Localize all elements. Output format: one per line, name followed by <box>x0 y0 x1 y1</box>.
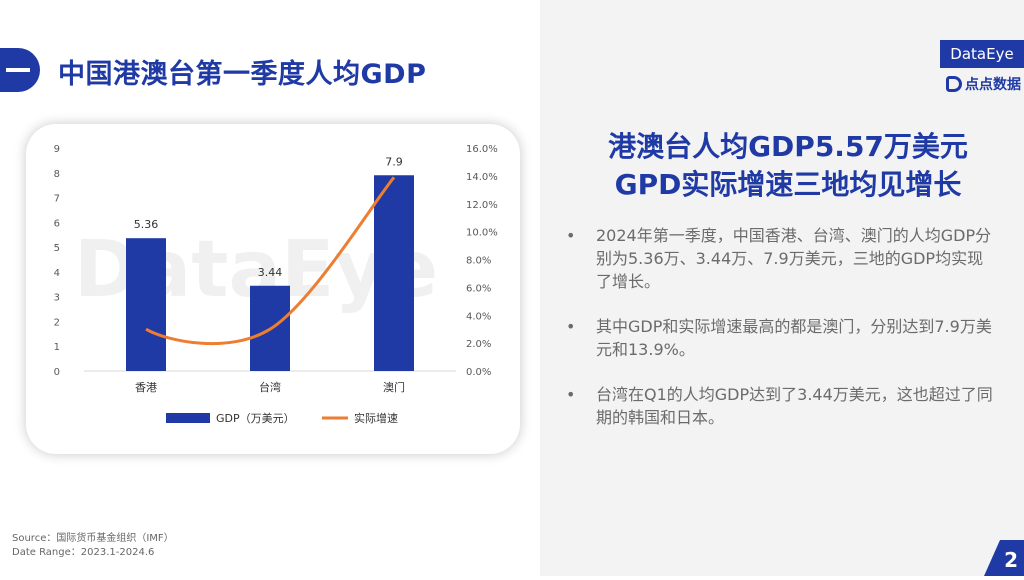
bullet-dot: • <box>566 385 576 404</box>
y-left-tick-label: 4 <box>54 268 60 279</box>
y-right-tick-label: 2.0% <box>466 339 491 350</box>
brand-sub-logo: 点点数据 <box>946 74 1021 94</box>
bar <box>126 238 166 371</box>
y-right-tick-label: 14.0% <box>466 172 498 183</box>
bullet-text: 其中GDP和实际增速最高的都是澳门，分别达到7.9万美元和13.9%。 <box>596 317 992 359</box>
brand-logo: DataEye <box>940 40 1024 68</box>
y-right-tick-label: 4.0% <box>466 311 491 322</box>
legend-bar-label: GDP（万美元） <box>216 412 295 425</box>
y-right-tick-label: 8.0% <box>466 256 491 267</box>
page-title: 中国港澳台第一季度人均GDP <box>58 59 427 90</box>
chart-card: DataEye 0 1 2 3 4 5 6 7 8 9 0.0% 2.0% 4.0% 6.0% 8.0% 10.… <box>26 124 520 454</box>
title-marker <box>0 48 40 92</box>
bullet-text: 台湾在Q1的人均GDP达到了3.44万美元，这也超过了同期的韩国和日本。 <box>596 385 993 427</box>
bullet-item: • 2024年第一季度，中国香港、台湾、澳门的人均GDP分别为5.36万、3.4… <box>566 224 996 293</box>
y-left-tick-label: 6 <box>54 218 60 229</box>
y-right-tick-label: 0.0% <box>466 367 491 378</box>
legend-line-label: 实际增速 <box>354 411 398 425</box>
dash-icon <box>6 68 30 72</box>
y-left-tick-label: 0 <box>54 367 60 378</box>
y-left-tick-label: 9 <box>54 144 60 155</box>
y-left-tick-label: 8 <box>54 169 60 180</box>
bar <box>374 175 414 371</box>
bullet-dot: • <box>566 317 576 336</box>
y-right-tick-label: 12.0% <box>466 200 498 211</box>
y-left-tick-label: 3 <box>54 293 60 304</box>
bar-data-label: 7.9 <box>385 155 403 168</box>
y-right-tick-label: 10.0% <box>466 228 498 239</box>
chart: DataEye01234567890.0%2.0%4.0%6.0%8.0%10.… <box>54 144 498 425</box>
y-right-tick-label: 16.0% <box>466 144 498 155</box>
bullet-list: • 2024年第一季度，中国香港、台湾、澳门的人均GDP分别为5.36万、3.4… <box>566 224 996 451</box>
y-right-tick-label: 6.0% <box>466 283 491 294</box>
bullet-item: • 其中GDP和实际增速最高的都是澳门，分别达到7.9万美元和13.9%。 <box>566 315 996 361</box>
legend-bar-swatch <box>166 413 210 423</box>
date-range-line: Date Range：2023.1-2024.6 <box>12 547 155 558</box>
x-tick-label: 澳门 <box>383 380 405 394</box>
bullet-item: • 台湾在Q1的人均GDP达到了3.44万美元，这也超过了同期的韩国和日本。 <box>566 383 996 429</box>
source-line: Source：国际货币基金组织（IMF） <box>12 533 174 544</box>
source-note: Source：国际货币基金组织（IMF） Date Range：2023.1-2… <box>12 532 174 560</box>
bar-data-label: 3.44 <box>258 266 283 279</box>
headline: 港澳台人均GDP5.57万美元 GPD实际增速三地均见增长 <box>568 128 1008 204</box>
headline-line-2: GPD实际增速三地均见增长 <box>614 168 962 201</box>
bullet-dot: • <box>566 226 576 245</box>
brand-d-icon <box>946 76 962 92</box>
headline-line-1: 港澳台人均GDP5.57万美元 <box>608 130 968 163</box>
growth-line <box>145 176 396 346</box>
y-left-tick-label: 2 <box>54 317 60 328</box>
right-panel <box>540 0 1024 576</box>
x-tick-label: 台湾 <box>259 380 281 394</box>
brand-sub-text: 点点数据 <box>965 77 1021 93</box>
y-left-tick-label: 5 <box>54 243 60 254</box>
x-tick-label: 香港 <box>135 381 157 394</box>
bullet-text: 2024年第一季度，中国香港、台湾、澳门的人均GDP分别为5.36万、3.44万… <box>596 226 992 291</box>
bar-data-label: 5.36 <box>134 218 159 231</box>
y-left-tick-label: 7 <box>54 194 60 205</box>
y-left-tick-label: 1 <box>54 342 60 353</box>
